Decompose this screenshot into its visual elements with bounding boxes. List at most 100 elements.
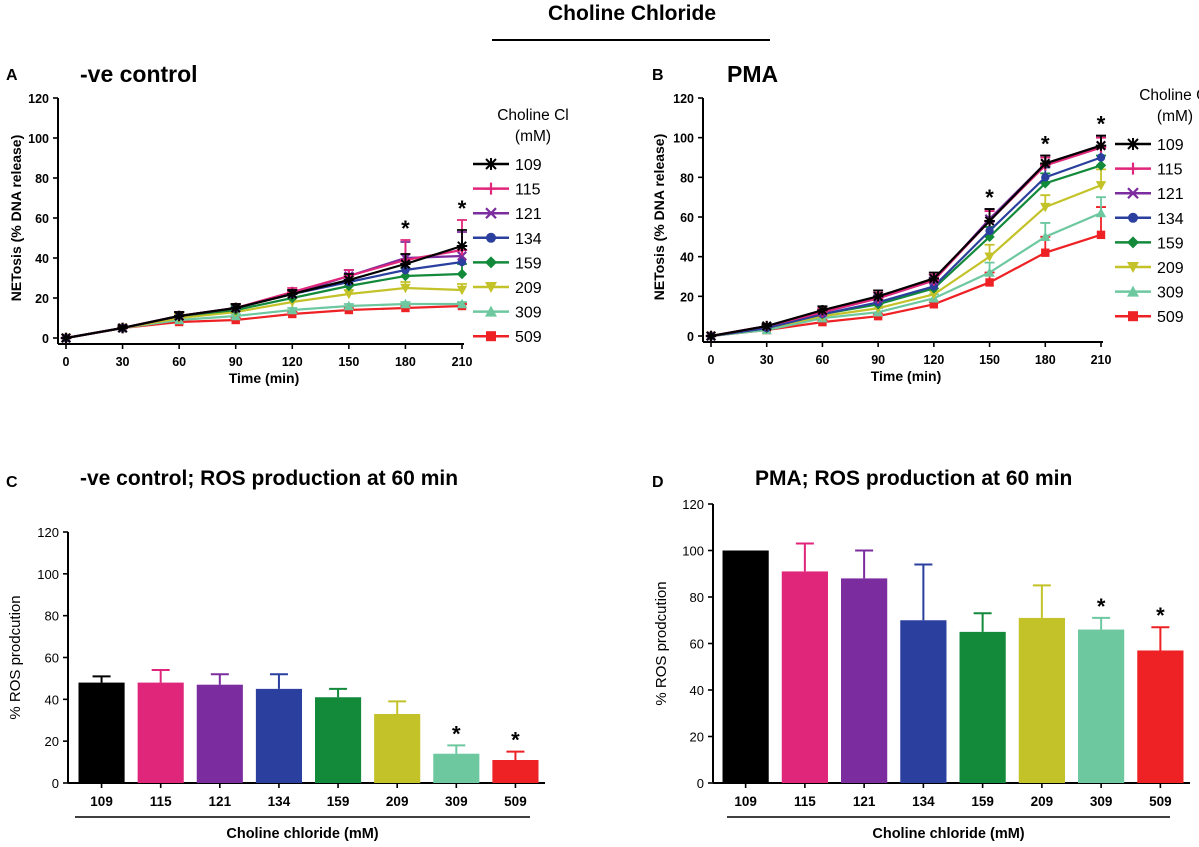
error-bar bbox=[1032, 584, 1051, 618]
legend-marker bbox=[1127, 236, 1139, 249]
y-tick-label: 20 bbox=[35, 292, 49, 306]
error-bar bbox=[795, 542, 814, 572]
data-point bbox=[1040, 202, 1051, 213]
legend-item-159: 159 bbox=[1115, 235, 1184, 252]
y-tick-label: 40 bbox=[690, 683, 704, 698]
legend-label: 159 bbox=[1157, 235, 1184, 252]
series-309 bbox=[60, 298, 468, 343]
x-tick-label: 210 bbox=[452, 355, 473, 369]
data-point bbox=[401, 265, 410, 275]
error-bar bbox=[506, 750, 525, 760]
error-bar bbox=[973, 612, 992, 632]
series-line bbox=[710, 212, 1102, 338]
error-bar bbox=[855, 549, 874, 579]
data-point bbox=[230, 302, 241, 314]
y-tick-label: 60 bbox=[35, 212, 49, 226]
y-tick-label: 0 bbox=[697, 776, 704, 791]
error-bar bbox=[914, 563, 933, 621]
significance-star: * bbox=[511, 728, 520, 753]
legend-label: 309 bbox=[515, 305, 542, 322]
bar-group-115: 115 bbox=[781, 542, 828, 809]
data-point bbox=[173, 310, 185, 322]
data-point bbox=[456, 298, 468, 309]
data-point bbox=[457, 251, 467, 261]
x-tick-label: 150 bbox=[338, 355, 359, 369]
legend-label: 115 bbox=[1157, 162, 1183, 179]
bar-109 bbox=[78, 682, 125, 783]
legend-item-134: 134 bbox=[473, 231, 542, 248]
series-line bbox=[710, 184, 1102, 338]
legend-item-309: 309 bbox=[473, 305, 542, 322]
y-axis-title: NETosis (% DNA release) bbox=[651, 134, 667, 301]
x-tick-label: 159 bbox=[971, 794, 994, 809]
data-point bbox=[929, 300, 939, 309]
bar-309 bbox=[1078, 629, 1125, 783]
legend-marker bbox=[485, 256, 497, 269]
legend-label: 209 bbox=[1157, 260, 1184, 277]
x-tick-label: 120 bbox=[923, 353, 944, 367]
x-tick-label: 210 bbox=[1091, 353, 1112, 367]
y-axis-title: % ROS prodcution bbox=[7, 595, 24, 719]
error-bar bbox=[1092, 616, 1111, 630]
y-axis-title: % ROS prodcution bbox=[653, 581, 670, 705]
data-point bbox=[928, 273, 940, 284]
data-point bbox=[456, 268, 468, 280]
error-bar bbox=[1151, 626, 1170, 651]
x-tick-label: 60 bbox=[815, 353, 829, 367]
panel-d-title: PMA; ROS production at 60 min bbox=[755, 467, 1072, 490]
x-tick-label: 30 bbox=[116, 355, 130, 369]
series-109 bbox=[60, 229, 468, 344]
data-point bbox=[343, 289, 355, 300]
y-tick-label: 100 bbox=[28, 132, 49, 146]
legend-marker bbox=[1127, 162, 1139, 175]
bar-159 bbox=[959, 631, 1006, 783]
data-point bbox=[1040, 178, 1051, 189]
y-axis-title: NETosis (% DNA release) bbox=[8, 135, 24, 302]
legend-marker bbox=[1127, 285, 1139, 297]
bar-group-121: 121 bbox=[841, 549, 888, 809]
y-tick-label: 120 bbox=[673, 92, 694, 106]
data-point bbox=[457, 257, 467, 267]
error-bar bbox=[151, 669, 170, 683]
bar-group-509: 509 * bbox=[492, 728, 539, 809]
y-tick-label: 0 bbox=[687, 330, 694, 344]
significance-star: * bbox=[985, 185, 994, 210]
legend-item-121: 121 bbox=[473, 206, 542, 223]
legend-marker bbox=[485, 207, 497, 219]
x-tick-label: 121 bbox=[853, 794, 876, 809]
legend-marker bbox=[485, 305, 497, 317]
x-tick-label: 309 bbox=[1090, 794, 1113, 809]
bar-159 bbox=[315, 697, 362, 783]
x-tick-label: 120 bbox=[282, 355, 303, 369]
significance-star: * bbox=[1156, 603, 1165, 628]
data-point bbox=[928, 290, 940, 300]
data-point bbox=[1096, 230, 1106, 240]
x-axis-title: Time (min) bbox=[229, 370, 300, 386]
data-point bbox=[1041, 173, 1050, 182]
bar-121 bbox=[841, 578, 888, 783]
x-tick-label: 121 bbox=[209, 794, 232, 809]
figure-title: Choline Chloride bbox=[548, 2, 716, 25]
data-point bbox=[872, 291, 884, 302]
bar-group-209: 209 bbox=[1018, 584, 1065, 809]
x-tick-label: 115 bbox=[794, 794, 816, 809]
y-tick-label: 120 bbox=[28, 92, 49, 106]
bar-group-134: 134 bbox=[900, 563, 947, 809]
legend-item-159: 159 bbox=[473, 255, 542, 272]
data-point bbox=[705, 330, 717, 342]
legend-label: 134 bbox=[515, 231, 542, 248]
series-309 bbox=[705, 196, 1107, 341]
data-point bbox=[1040, 158, 1051, 169]
data-point bbox=[985, 278, 994, 287]
bar-121 bbox=[196, 684, 243, 783]
legend-item-209: 209 bbox=[1115, 260, 1184, 277]
panel-b-line-chart: 0 20 40 60 80 100 120 0 30 60 90 120 150 180 210 Time (… bbox=[651, 87, 1199, 384]
y-tick-label: 120 bbox=[37, 525, 59, 540]
data-point bbox=[343, 300, 355, 311]
x-tick-label: 180 bbox=[1035, 353, 1056, 367]
legend-item-115: 115 bbox=[473, 182, 541, 199]
y-tick-label: 20 bbox=[680, 290, 694, 304]
panel-b-title: PMA bbox=[727, 61, 778, 87]
